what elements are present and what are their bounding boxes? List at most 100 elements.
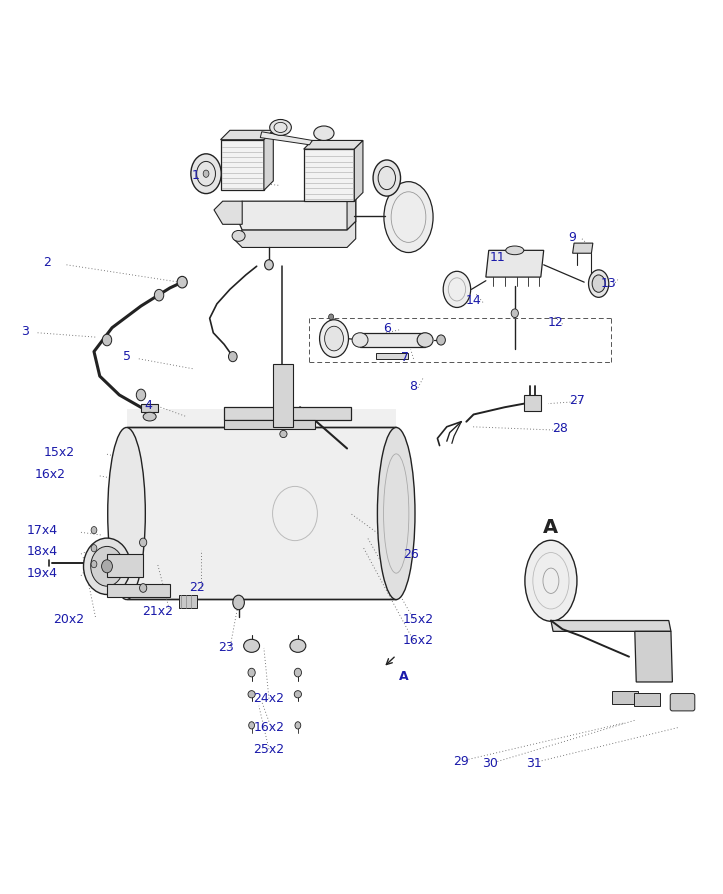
Ellipse shape: [328, 314, 333, 320]
Ellipse shape: [443, 271, 471, 308]
Polygon shape: [354, 140, 363, 201]
Text: 9: 9: [569, 231, 576, 244]
Text: 4: 4: [145, 399, 152, 411]
Polygon shape: [221, 139, 264, 190]
Text: 31: 31: [526, 757, 542, 770]
Polygon shape: [360, 333, 425, 347]
Polygon shape: [260, 131, 312, 145]
Text: 22: 22: [189, 581, 205, 595]
Ellipse shape: [249, 721, 254, 729]
Polygon shape: [214, 201, 242, 224]
Ellipse shape: [233, 595, 244, 610]
Polygon shape: [612, 691, 638, 704]
Polygon shape: [224, 419, 315, 429]
Text: 3: 3: [22, 325, 29, 338]
Ellipse shape: [90, 546, 123, 586]
Text: 13: 13: [601, 277, 617, 290]
Text: 2: 2: [43, 257, 51, 269]
Text: 1: 1: [192, 169, 199, 182]
Ellipse shape: [248, 668, 255, 677]
Polygon shape: [634, 693, 660, 706]
Ellipse shape: [103, 334, 111, 346]
Text: 21x2: 21x2: [142, 605, 173, 619]
Text: 25x2: 25x2: [253, 743, 285, 755]
Text: 7: 7: [401, 350, 409, 364]
Polygon shape: [127, 409, 396, 429]
Polygon shape: [179, 595, 197, 608]
Ellipse shape: [373, 160, 401, 196]
Ellipse shape: [270, 120, 291, 135]
Polygon shape: [635, 631, 672, 682]
Text: 11: 11: [489, 251, 505, 264]
Polygon shape: [347, 198, 356, 230]
Polygon shape: [551, 620, 671, 631]
Polygon shape: [234, 198, 356, 230]
Text: A: A: [544, 519, 558, 537]
Text: 15x2: 15x2: [402, 612, 434, 626]
Text: 29: 29: [453, 755, 469, 768]
Ellipse shape: [91, 544, 97, 552]
Ellipse shape: [505, 246, 523, 255]
Text: 14: 14: [466, 294, 482, 308]
Ellipse shape: [417, 333, 433, 347]
Ellipse shape: [377, 427, 415, 600]
Polygon shape: [304, 140, 363, 149]
Ellipse shape: [290, 639, 306, 653]
Ellipse shape: [191, 154, 221, 194]
Ellipse shape: [265, 260, 273, 270]
Text: 24x2: 24x2: [254, 692, 284, 705]
Ellipse shape: [248, 691, 255, 698]
Ellipse shape: [294, 691, 301, 698]
Polygon shape: [264, 131, 273, 190]
Ellipse shape: [91, 561, 97, 568]
Ellipse shape: [228, 351, 237, 362]
Text: 30: 30: [482, 757, 498, 770]
Ellipse shape: [320, 320, 348, 358]
FancyBboxPatch shape: [670, 694, 695, 711]
Polygon shape: [524, 395, 541, 411]
Ellipse shape: [108, 427, 145, 600]
Ellipse shape: [352, 333, 368, 347]
Text: 27: 27: [569, 393, 585, 407]
Text: 16x2: 16x2: [254, 721, 284, 734]
Ellipse shape: [154, 290, 163, 301]
Polygon shape: [573, 243, 593, 253]
Polygon shape: [107, 554, 143, 578]
Ellipse shape: [294, 668, 301, 677]
Ellipse shape: [101, 560, 112, 573]
Polygon shape: [234, 222, 356, 248]
Ellipse shape: [143, 412, 156, 421]
Ellipse shape: [511, 309, 518, 317]
Ellipse shape: [83, 538, 130, 595]
Polygon shape: [224, 408, 351, 419]
Polygon shape: [221, 131, 273, 139]
Text: 6: 6: [383, 322, 390, 335]
Text: 15x2: 15x2: [43, 446, 75, 460]
Text: 17x4: 17x4: [26, 524, 58, 536]
Text: 20x2: 20x2: [53, 612, 85, 626]
Polygon shape: [376, 353, 408, 358]
Polygon shape: [486, 250, 544, 277]
Text: 16x2: 16x2: [35, 468, 66, 481]
Text: 8: 8: [409, 380, 418, 392]
Ellipse shape: [177, 276, 187, 288]
Ellipse shape: [244, 639, 260, 653]
Polygon shape: [304, 149, 354, 201]
Ellipse shape: [91, 527, 97, 534]
Ellipse shape: [140, 584, 147, 593]
Ellipse shape: [525, 540, 577, 621]
Text: A: A: [398, 670, 408, 683]
Ellipse shape: [589, 270, 609, 298]
Ellipse shape: [384, 181, 433, 252]
Ellipse shape: [140, 538, 147, 547]
Ellipse shape: [314, 126, 334, 140]
Polygon shape: [273, 364, 293, 426]
Text: 12: 12: [547, 316, 563, 329]
Text: 18x4: 18x4: [26, 545, 58, 559]
Text: 28: 28: [552, 423, 568, 435]
Ellipse shape: [232, 231, 245, 241]
Text: 5: 5: [122, 350, 131, 363]
Ellipse shape: [592, 275, 605, 292]
Ellipse shape: [295, 721, 301, 729]
Polygon shape: [127, 426, 396, 599]
